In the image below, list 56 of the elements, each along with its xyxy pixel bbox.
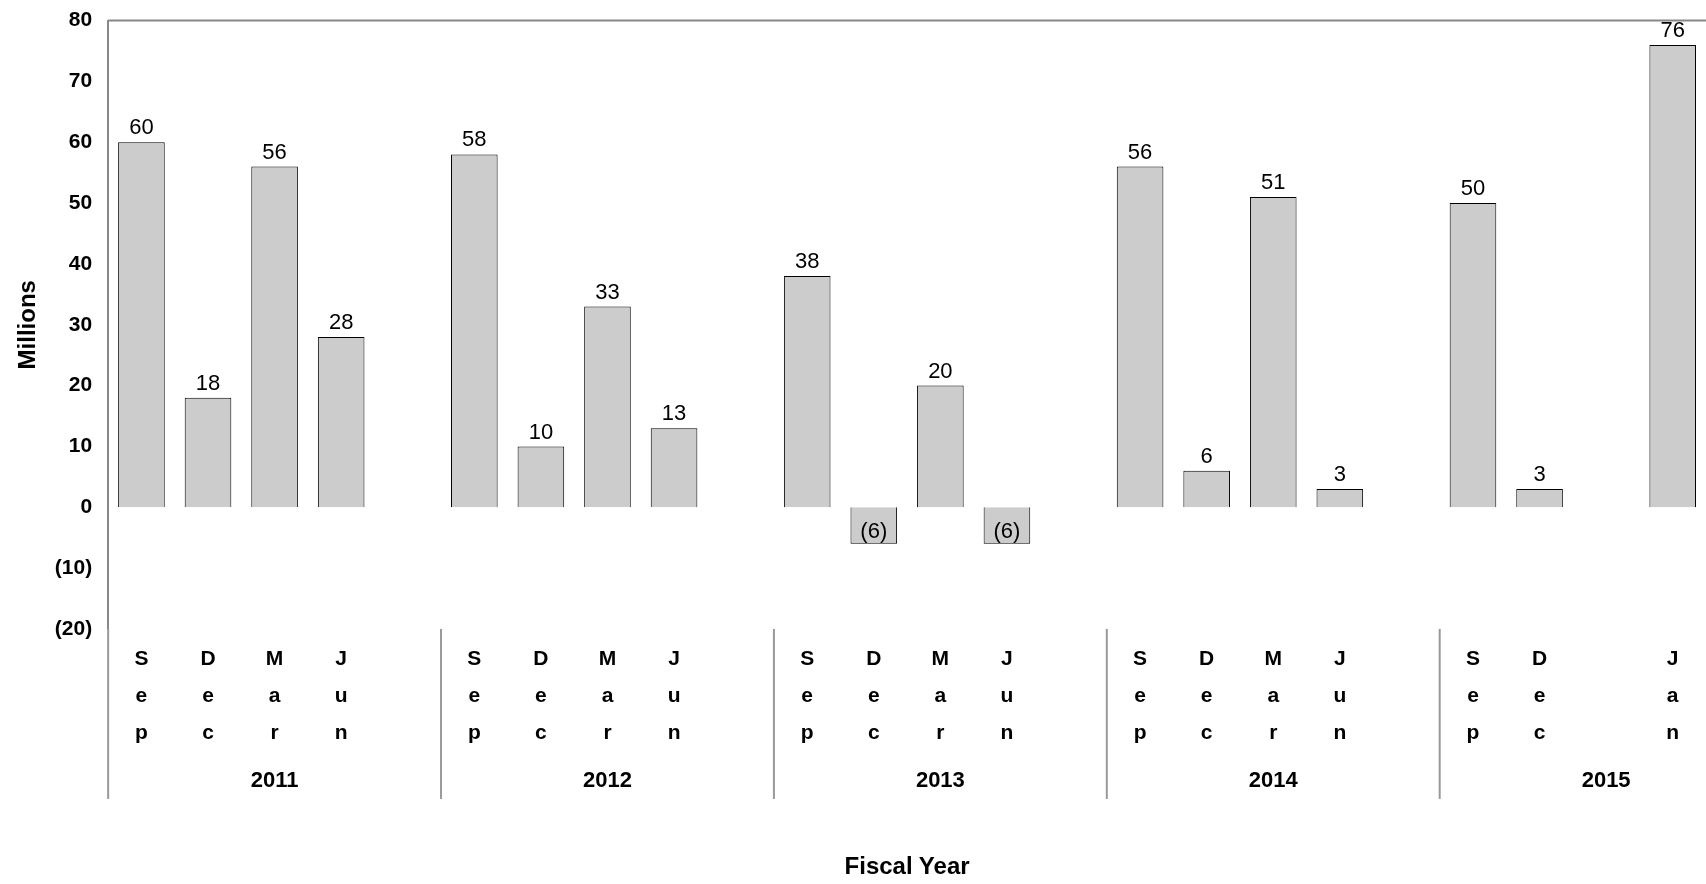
y-tick-label: 10 [68, 433, 93, 457]
y-tick-label: 30 [68, 311, 93, 335]
x-tick-label: Mar [931, 646, 950, 743]
data-label: 38 [794, 248, 820, 274]
data-label: 13 [661, 400, 687, 426]
data-label: 6 [1200, 442, 1213, 468]
data-label: 50 [1460, 175, 1486, 201]
x-tick-label: Dec [1199, 646, 1215, 743]
x-tick-label: Jan [1666, 646, 1680, 743]
data-label: 76 [1660, 17, 1685, 42]
x-tick-label: Jun [1333, 646, 1347, 743]
x-axis-title: Fiscal Year [844, 852, 970, 880]
y-axis-title: Millions [13, 280, 41, 370]
x-tick-label: Sep [1465, 646, 1480, 743]
data-label: 3 [1533, 461, 1546, 487]
x-tick-label: Sep [800, 646, 815, 743]
y-tick-label: 40 [68, 250, 93, 274]
x-tick-label: Mar [1264, 646, 1282, 743]
data-label: 58 [462, 126, 487, 152]
x-tick-label: Jun [334, 646, 348, 743]
text: 2015 [1581, 767, 1631, 793]
data-label: 28 [328, 309, 354, 334]
x-tick-label: Dec [200, 646, 216, 743]
y-tick-label: 80 [68, 7, 93, 31]
y-tick-label: (10) [54, 554, 93, 578]
text: 2014 [1248, 767, 1299, 793]
data-label: 10 [528, 418, 554, 444]
x-tick-label: Sep [134, 646, 149, 743]
x-tick-label: Sep [467, 646, 482, 743]
x-tick-label: Dec [866, 646, 882, 743]
data-label: 56 [1127, 138, 1153, 164]
x-tick-label: Jun [667, 646, 681, 743]
y-tick-label: (20) [54, 615, 93, 639]
data-label: 20 [928, 357, 953, 383]
x-tick-label: Dec [533, 646, 549, 743]
data-label: 33 [595, 278, 620, 304]
x-tick-label: Dec [1531, 646, 1548, 743]
data-label: 18 [195, 369, 221, 395]
data-label: (6) [860, 518, 888, 544]
y-tick-label: 60 [68, 129, 93, 153]
data-label: 60 [129, 114, 154, 140]
data-label: 51 [1261, 169, 1286, 195]
y-tick-label: 0 [80, 494, 93, 518]
data-label: 56 [262, 138, 287, 164]
y-tick-label: 70 [68, 68, 93, 92]
y-tick-label: 20 [68, 372, 93, 396]
text: 2012 [583, 767, 632, 793]
x-tick-label: Jun [1000, 646, 1014, 743]
data-label: (6) [993, 518, 1021, 544]
x-tick-label: Mar [598, 646, 617, 743]
x-tick-label: Mar [265, 646, 284, 743]
data-label: 3 [1333, 461, 1346, 487]
y-tick-label: 50 [68, 189, 93, 213]
x-tick-label: Sep [1133, 646, 1148, 743]
text: 2013 [915, 767, 965, 793]
text: 2011 [250, 767, 299, 793]
